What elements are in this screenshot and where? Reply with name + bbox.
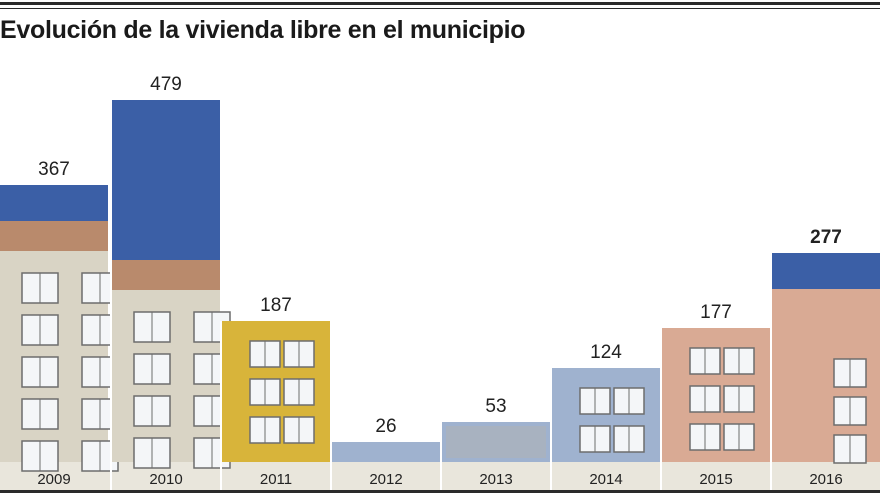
- glass-band: [446, 426, 546, 458]
- tick-label-2016: 2016: [809, 471, 842, 488]
- tick-label-2009: 2009: [37, 471, 70, 488]
- value-label-2011: 187: [260, 295, 292, 316]
- tick-label-2012: 2012: [369, 471, 402, 488]
- bar-separator: [660, 328, 662, 490]
- tick-label-2010: 2010: [149, 471, 182, 488]
- value-label-2010: 479: [150, 74, 182, 95]
- bar-separator: [220, 321, 222, 490]
- facade-2013: [442, 422, 550, 462]
- bar-sky-2010: [112, 100, 220, 260]
- facade-2012: [332, 442, 440, 462]
- bar-separator: [330, 442, 332, 490]
- bar-separator: [440, 422, 442, 490]
- value-label-2009: 367: [38, 159, 70, 180]
- tick-label-2015: 2015: [699, 471, 732, 488]
- tick-label-2014: 2014: [589, 471, 622, 488]
- bar-separator: [110, 100, 112, 490]
- bar-sky-2016: [772, 253, 880, 289]
- tick-label-2013: 2013: [479, 471, 512, 488]
- brick-band-2009: [0, 221, 108, 251]
- chart-title: Evolución de la vivienda libre en el mun…: [0, 16, 526, 44]
- value-label-2015: 177: [700, 302, 732, 323]
- bar-sky-2009: [0, 185, 108, 221]
- value-label-2016: 277: [810, 227, 842, 248]
- value-label-2014: 124: [590, 342, 622, 363]
- brick-band-2010: [112, 260, 220, 290]
- tick-label-2011: 2011: [260, 471, 292, 488]
- bar-separator: [770, 253, 772, 490]
- value-label-2013: 53: [485, 396, 506, 417]
- bar-separator: [550, 368, 552, 490]
- top-rule-thick: [0, 2, 880, 5]
- value-label-2012: 26: [375, 416, 396, 437]
- top-rule-thin: [0, 8, 880, 9]
- bottom-rule: [0, 490, 880, 493]
